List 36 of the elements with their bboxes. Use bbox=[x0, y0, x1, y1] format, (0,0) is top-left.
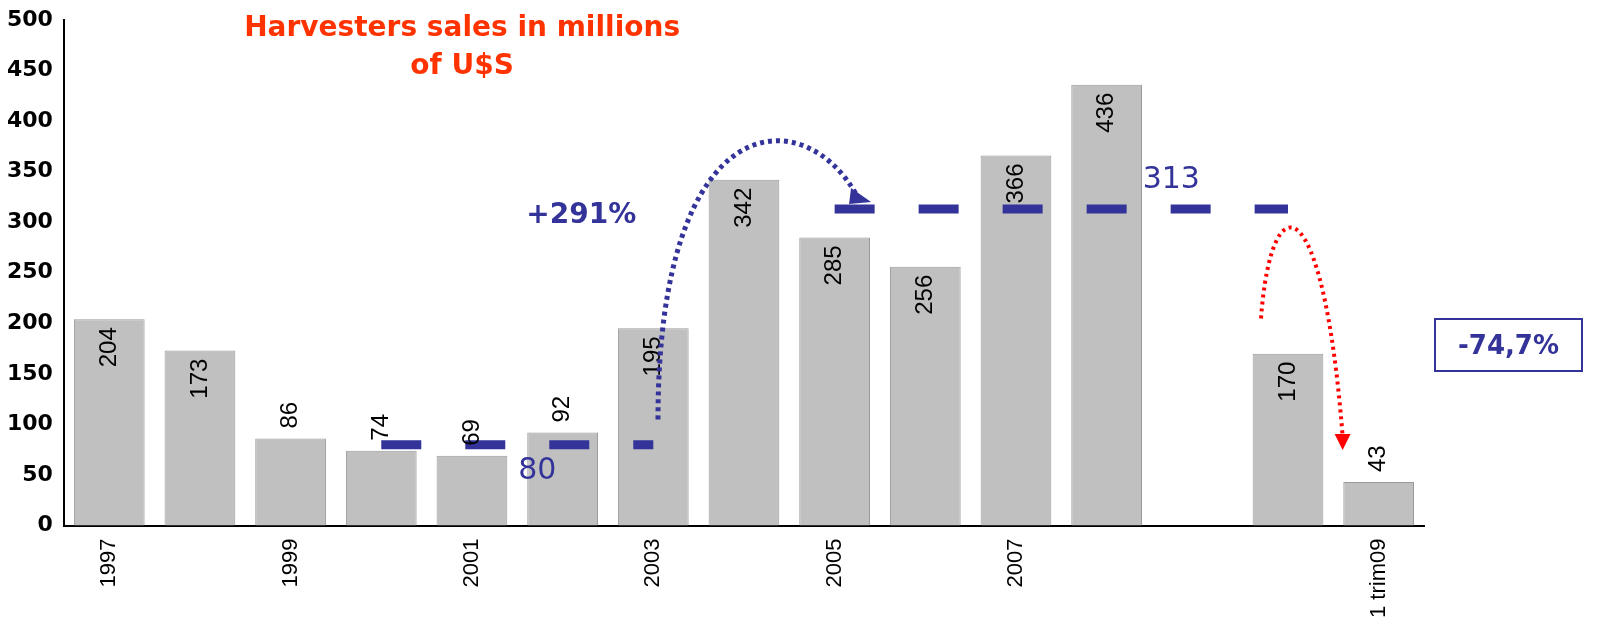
data-label: 86 bbox=[275, 401, 303, 429]
y-tick-label: 500 bbox=[6, 5, 53, 31]
data-label: 204 bbox=[93, 327, 121, 368]
data-label: 69 bbox=[456, 419, 484, 446]
y-tick-label: 250 bbox=[6, 258, 53, 284]
series-label: 80 bbox=[518, 451, 557, 487]
x-tick-label: 1 trim09 bbox=[1364, 538, 1390, 619]
chart-title: Harvesters sales in millions of U$S bbox=[243, 9, 682, 83]
data-label: 436 bbox=[1091, 92, 1119, 133]
data-label: 366 bbox=[1000, 163, 1028, 204]
y-tick-label: 300 bbox=[6, 207, 53, 233]
data-label: 173 bbox=[184, 358, 212, 399]
y-tick-label: 150 bbox=[6, 359, 53, 385]
annotation: +291% bbox=[526, 196, 637, 230]
y-tick-label: 100 bbox=[6, 410, 53, 436]
x-tick-label: 2007 bbox=[1002, 538, 1028, 588]
x-tick-label: 1997 bbox=[95, 538, 121, 588]
text: -74,7% bbox=[1434, 318, 1583, 373]
data-label: 170 bbox=[1272, 361, 1300, 402]
y-tick-label: 200 bbox=[6, 309, 53, 335]
data-label: 256 bbox=[909, 274, 937, 315]
data-label: 74 bbox=[365, 414, 393, 441]
data-label: 285 bbox=[819, 245, 847, 286]
x-tick-label: 2005 bbox=[820, 538, 846, 588]
series-label: 313 bbox=[1142, 159, 1200, 195]
data-label: 43 bbox=[1363, 445, 1391, 473]
data-label: 92 bbox=[547, 395, 575, 423]
x-tick-label: 2001 bbox=[458, 538, 484, 588]
data-label: 342 bbox=[728, 187, 756, 228]
y-tick-label: 0 bbox=[37, 511, 53, 537]
x-tick-label: 1999 bbox=[276, 538, 302, 588]
y-tick-label: 450 bbox=[6, 56, 53, 82]
x-tick-label: 2003 bbox=[639, 538, 665, 588]
y-tick-label: 50 bbox=[22, 460, 53, 486]
y-tick-label: 400 bbox=[6, 106, 53, 132]
y-tick-label: 350 bbox=[6, 157, 53, 183]
